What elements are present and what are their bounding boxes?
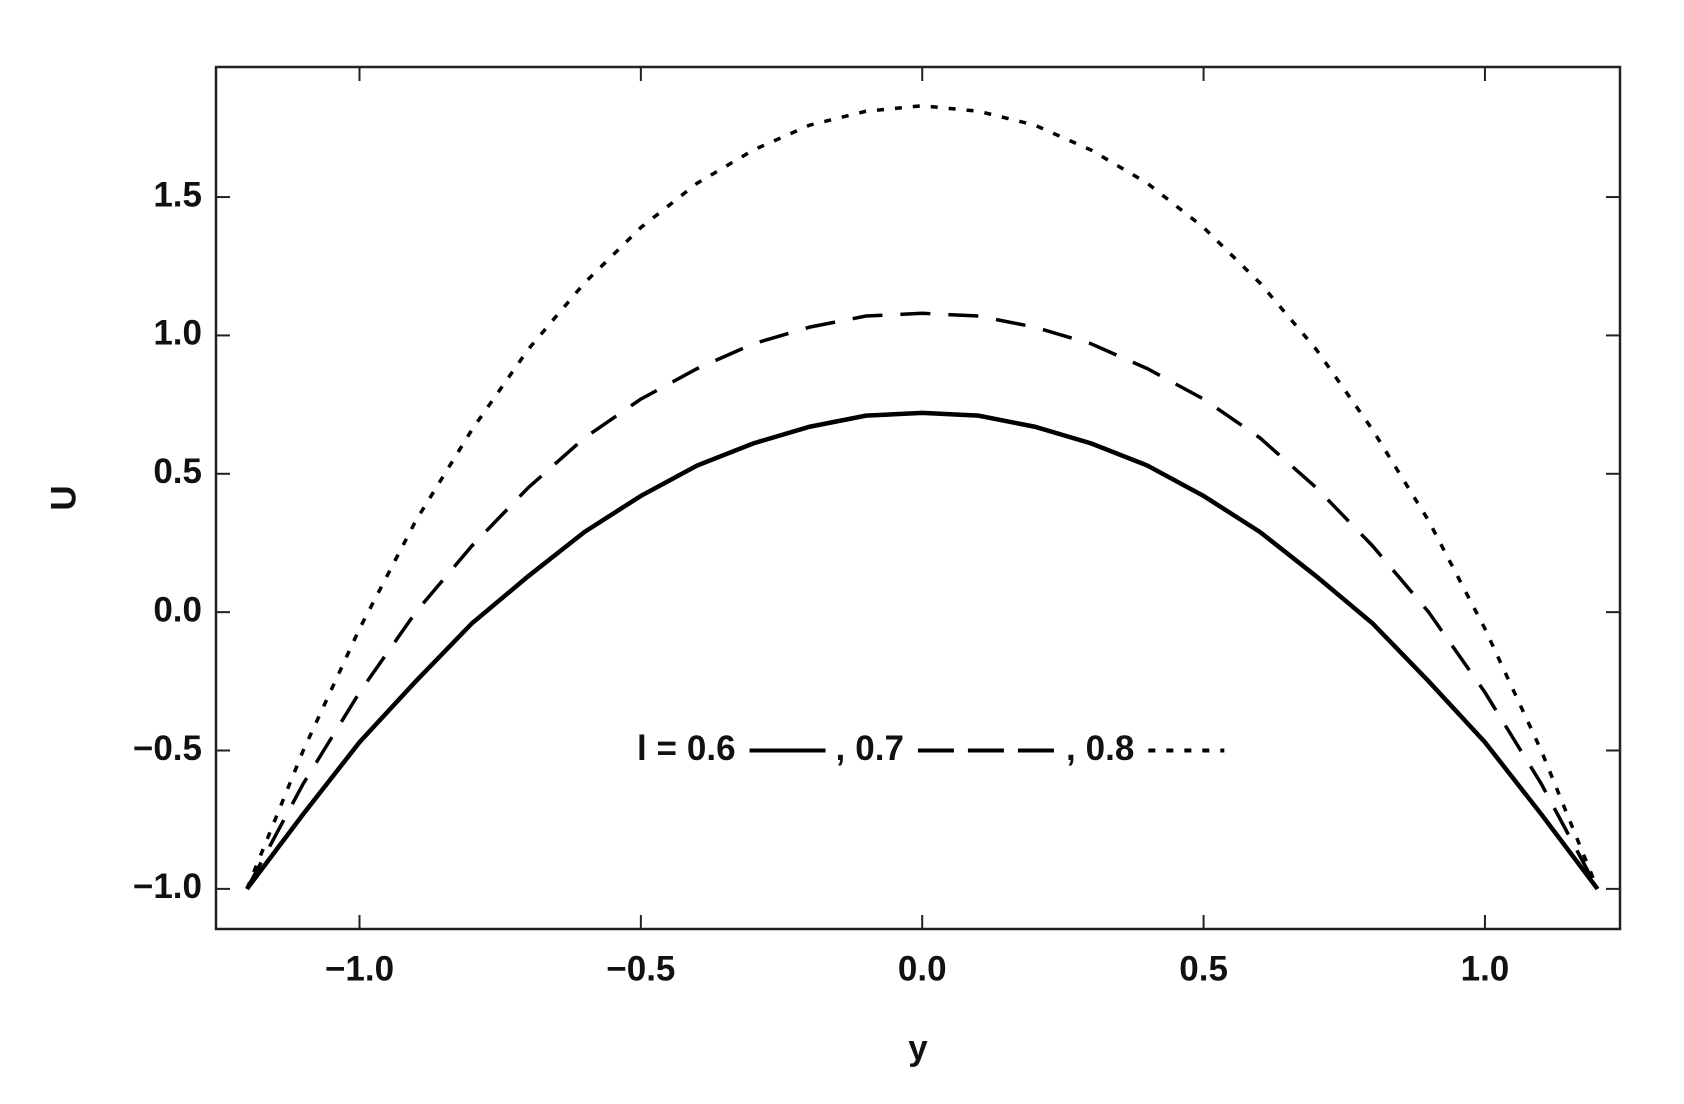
y-axis-label: U — [44, 485, 83, 510]
y-tick-label: −0.5 — [133, 729, 202, 768]
y-tick-label: 1.5 — [153, 175, 202, 214]
legend-text: 0.7 — [855, 729, 904, 768]
y-tick-label: −1.0 — [133, 867, 202, 906]
y-tick-label: 0.5 — [153, 452, 202, 491]
plot-frame — [214, 65, 1622, 931]
legend-text: 0.8 — [1086, 729, 1135, 768]
x-tick-label: 1.0 — [1461, 949, 1510, 988]
x-axis-label: y — [908, 1028, 928, 1067]
x-tick-label: 0.0 — [898, 949, 947, 988]
x-tick-label: −1.0 — [325, 949, 394, 988]
line-series — [245, 410, 1600, 891]
x-tick-label: −0.5 — [606, 949, 675, 988]
legend-separator: , — [1066, 729, 1076, 768]
y-tick-label: 0.0 — [153, 590, 202, 629]
x-tick-label: 0.5 — [1179, 949, 1228, 988]
y-tick-label: 1.0 — [153, 314, 202, 353]
legend-separator: , — [836, 729, 846, 768]
line-series — [245, 311, 1600, 890]
legend-label: l = — [637, 729, 677, 768]
legend-text: 0.6 — [687, 729, 736, 768]
line-series — [245, 103, 1600, 890]
